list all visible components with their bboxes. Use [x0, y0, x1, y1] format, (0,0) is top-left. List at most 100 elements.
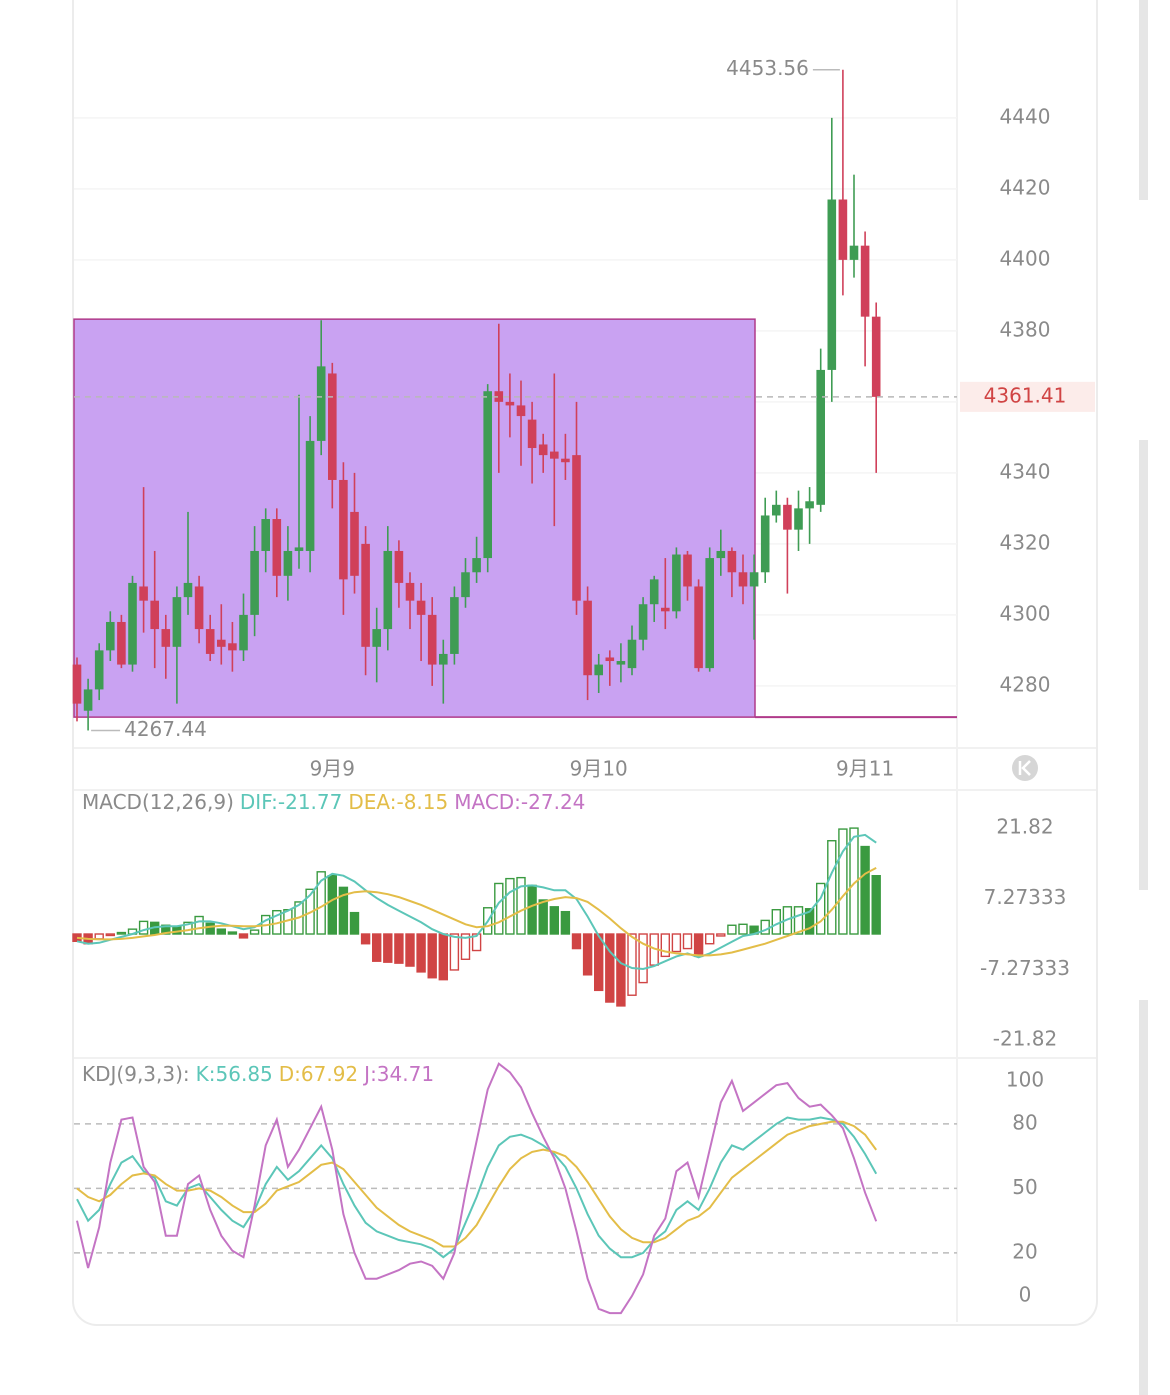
- candle-body: [361, 543, 370, 647]
- histogram-bar: [771, 909, 781, 935]
- histogram-bar: [516, 876, 526, 935]
- candle-body: [461, 572, 470, 598]
- candle-body: [627, 639, 637, 669]
- histogram-bar: [183, 921, 193, 935]
- histogram-bar: [838, 828, 848, 935]
- y-tick-label: 20: [1012, 1239, 1037, 1263]
- kdj-legend: KDJ(9,3,3): K:56.85 D:67.92 J:34.71: [82, 1062, 434, 1086]
- histogram-bar: [727, 924, 737, 935]
- candle-body: [694, 586, 703, 669]
- candle-body: [161, 629, 171, 647]
- histogram-bar: [571, 933, 582, 950]
- histogram-bar: [460, 933, 471, 960]
- y-tick-label: 4300: [1000, 601, 1051, 625]
- candle-body: [383, 550, 393, 630]
- y-tick-label: 4400: [1000, 246, 1051, 270]
- candle-body: [294, 547, 304, 551]
- y-tick-label: 100: [1006, 1067, 1044, 1091]
- zoom-icon-circle[interactable]: [1012, 755, 1038, 781]
- zoom-icon[interactable]: [1012, 755, 1038, 781]
- candle-body: [172, 597, 182, 647]
- candle-body: [783, 504, 792, 530]
- indicator-line: [76, 867, 877, 957]
- y-tick-label: 4420: [1000, 175, 1051, 199]
- candle-body: [228, 643, 237, 651]
- candle-body: [94, 650, 104, 690]
- histogram-bar: [249, 929, 260, 935]
- histogram-bar: [871, 875, 881, 935]
- histogram-bar: [449, 933, 460, 971]
- candle-body: [805, 501, 814, 509]
- candle-body: [328, 373, 337, 480]
- y-tick-label: 7.27333: [984, 885, 1067, 909]
- last-price-badge: [960, 381, 1095, 412]
- histogram-bar: [616, 933, 626, 1007]
- candle-body: [527, 419, 537, 449]
- candle-body: [816, 369, 825, 505]
- histogram-bar: [716, 933, 726, 937]
- candle-body: [683, 554, 692, 587]
- candle-body: [661, 607, 670, 612]
- candle-body: [128, 582, 137, 665]
- indicator-line: [76, 1062, 878, 1315]
- histogram-bar: [693, 933, 704, 958]
- x-tick-label: 9月9: [310, 757, 355, 781]
- y-tick-label: -7.27333: [980, 956, 1070, 980]
- histogram-bar: [194, 915, 204, 935]
- histogram-bar: [327, 875, 337, 935]
- candle-body: [372, 629, 381, 647]
- indicator-title: KDJ(9,3,3):: [82, 1062, 190, 1086]
- candle-body: [871, 316, 881, 397]
- histogram-bar: [827, 840, 837, 935]
- last-price-label: 4361.41: [984, 383, 1067, 407]
- candle-body: [583, 600, 592, 676]
- histogram-bar: [527, 884, 537, 935]
- candle-body: [183, 582, 193, 598]
- legend-entry: D:67.92: [279, 1062, 358, 1086]
- candle-body: [316, 366, 326, 441]
- histogram-bar: [538, 899, 548, 935]
- candle-body: [838, 199, 848, 260]
- candle-body: [261, 519, 270, 551]
- candle-body: [272, 519, 282, 576]
- histogram-bar: [471, 933, 482, 952]
- histogram-bar: [205, 922, 215, 935]
- candle-body: [794, 508, 803, 530]
- histogram-bar: [372, 933, 382, 962]
- candle-body: [150, 600, 159, 630]
- histogram-bar: [638, 933, 648, 984]
- legend-entry: DEA:-8.15: [348, 790, 448, 814]
- histogram-bar: [360, 933, 371, 945]
- histogram-bar: [394, 933, 404, 964]
- candle-body: [594, 664, 603, 676]
- scrollbar: [1139, 440, 1148, 890]
- zoom-icon-glyph[interactable]: [1018, 760, 1031, 776]
- candle-body: [860, 245, 870, 317]
- histogram-bar: [116, 931, 127, 935]
- y-tick-label: 4320: [1000, 530, 1051, 554]
- candle-body: [772, 504, 781, 516]
- candle-body: [472, 558, 481, 573]
- legend-entry: DIF:-21.77: [240, 790, 342, 814]
- max-label: 4453.56: [726, 56, 809, 80]
- candle-body: [705, 558, 714, 669]
- histogram-bar: [582, 933, 593, 976]
- candle-body: [283, 550, 293, 576]
- histogram-bar: [660, 933, 670, 958]
- candle-body: [339, 479, 348, 580]
- candle-body: [849, 245, 859, 260]
- histogram-bar: [227, 931, 238, 935]
- candle-body: [350, 511, 359, 576]
- histogram-bar: [216, 928, 227, 935]
- candle-body: [72, 664, 82, 704]
- histogram-bar: [793, 906, 804, 935]
- scrollbar: [1139, 0, 1148, 200]
- histogram-bar: [627, 933, 637, 996]
- candle-body: [250, 550, 259, 615]
- histogram-bar: [671, 933, 682, 953]
- candle-body: [106, 621, 115, 651]
- candle-body: [305, 440, 315, 551]
- candle-body: [405, 582, 415, 601]
